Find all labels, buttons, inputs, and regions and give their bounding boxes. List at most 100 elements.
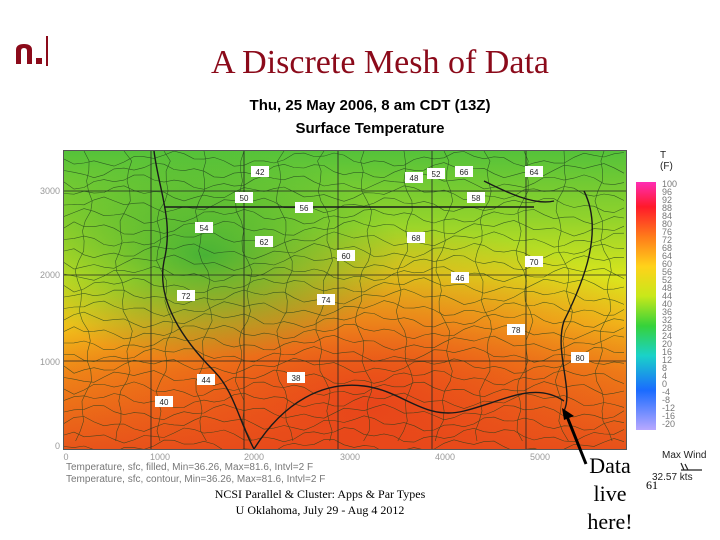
footer-course: NCSI Parallel & Cluster: Apps & Par Type… [214,487,426,501]
colorbar-title-unit: (F) [660,161,673,172]
colorbar-label: 44 [662,291,673,301]
colorbar-label: 16 [662,347,673,357]
wind-barb-icon [680,462,702,471]
slide-title: A Discrete Mesh of Data [210,44,549,81]
colorbar-label: 28 [662,323,673,333]
colorbar-label: 96 [662,187,673,197]
svg-text:46: 46 [456,274,465,283]
x-tick: 0 [63,452,69,462]
colorbar-label: 12 [662,355,673,365]
footer-location: U Oklahoma, July 29 - Aug 4 2012 [235,503,405,517]
contour-label: 70 [525,256,543,267]
svg-text:54: 54 [200,224,209,233]
colorbar-label: -16 [662,411,676,421]
colorbar-label: 60 [662,259,673,269]
colorbar-label: 72 [662,235,673,245]
contour-label: 56 [295,202,313,213]
colorbar-label: 4 [662,371,668,381]
colorbar-label: 8 [662,363,668,373]
contour-label: 72 [177,290,195,301]
callout-line2: live [593,481,627,506]
y-tick: 0 [54,441,60,451]
stats-contour: Temperature, sfc, contour, Min=36.26, Ma… [66,474,326,485]
stats-filled: Temperature, sfc, filled, Min=36.26, Max… [66,462,314,473]
colorbar-label: 88 [662,203,673,213]
colorbar-label: 92 [662,195,673,205]
university-logo [16,36,48,66]
contour-label: 66 [455,166,473,177]
y-tick: 3000 [39,186,60,196]
svg-text:38: 38 [292,374,301,383]
svg-text:68: 68 [412,234,421,243]
colorbar-label: 40 [662,299,673,309]
contour-label: 74 [317,294,335,305]
colorbar-labels: 100 96 92 88 84 80 76 72 68 64 60 56 52 48 44 40 36 32 28 2… [662,180,702,436]
contour-label: 54 [195,222,213,233]
svg-text:40: 40 [160,398,169,407]
svg-text:66: 66 [460,168,469,177]
svg-text:74: 74 [322,296,331,305]
contour-label: 80 [571,352,589,363]
svg-text:52: 52 [432,170,441,179]
svg-text:48: 48 [410,174,419,183]
contour-label: 68 [407,232,425,243]
colorbar-label: 64 [662,251,673,261]
x-tick: 3000 [339,452,361,462]
callout-line1: Data [589,453,631,478]
colorbar-label: 76 [662,227,673,237]
svg-text:44: 44 [202,376,211,385]
colorbar-label: 80 [662,219,673,229]
x-tick: 5000 [529,452,551,462]
colorbar-label: 20 [662,339,673,349]
contour-label: 42 [251,166,269,177]
svg-text:60: 60 [342,252,351,261]
contour-label: 62 [255,236,273,247]
temperature-map: 42 48 52 66 64 50 56 58 54 62 60 68 70 72 74 46 78 80 44 38… [63,150,627,450]
colorbar-label: -4 [662,387,671,397]
y-tick: 2000 [39,270,60,280]
map-field-title: Surface Temperature [295,120,445,137]
colorbar-label: 84 [662,211,673,221]
colorbar-label: 32 [662,315,673,325]
colorbar-label: 56 [662,267,673,277]
colorbar-label: -12 [662,403,676,413]
colorbar-label: 100 [662,179,678,189]
contour-label: 44 [197,374,215,385]
callout-line3: here! [587,509,633,534]
x-tick: 2000 [243,452,265,462]
contour-label: 38 [287,372,305,383]
contour-label: 78 [507,324,525,335]
svg-text:64: 64 [530,168,539,177]
contour-label: 52 [427,168,445,179]
x-tick: 4000 [434,452,456,462]
map-date: Thu, 25 May 2006, 8 am CDT (13Z) [249,97,491,114]
colorbar-label: 0 [662,379,668,389]
y-tick: 1000 [39,357,60,367]
svg-text:42: 42 [256,168,265,177]
slide-number: 61 [646,478,658,492]
callout-arrow-icon [562,408,588,465]
contour-label: 60 [337,250,355,261]
contour-label: 40 [155,396,173,407]
svg-text:58: 58 [472,194,481,203]
contour-label: 64 [525,166,543,177]
colorbar-label: 24 [662,331,673,341]
svg-text:70: 70 [530,258,539,267]
colorbar-label: -20 [662,419,676,429]
contour-label: 50 [235,192,253,203]
svg-text:80: 80 [576,354,585,363]
x-tick: 1000 [149,452,171,462]
colorbar-label: 48 [662,283,673,293]
colorbar-title-var: T [660,150,667,161]
map-graphic: 42 48 52 66 64 50 56 58 54 62 60 68 70 72 74 46 78 80 44 38… [64,151,626,449]
max-wind-label: Max Wind [662,450,707,461]
svg-text:72: 72 [182,292,191,301]
colorbar-label: 36 [662,307,673,317]
colorbar-label: 68 [662,243,673,253]
colorbar [636,182,656,430]
contour-label: 58 [467,192,485,203]
svg-text:78: 78 [512,326,521,335]
contour-label: 48 [405,172,423,183]
svg-text:50: 50 [240,194,249,203]
contour-label: 46 [451,272,469,283]
